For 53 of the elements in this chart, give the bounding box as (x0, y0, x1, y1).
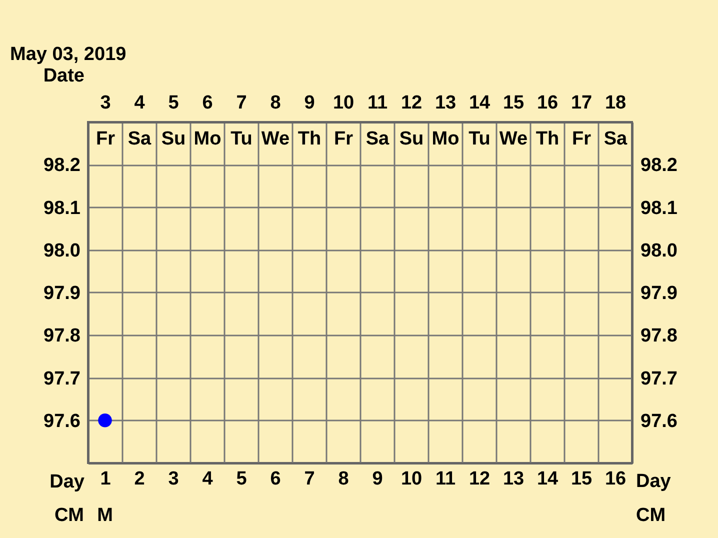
x-tick-label: 1 (100, 468, 112, 490)
y2-tick-label: 98.1 (640, 198, 678, 219)
x-tick-label: 5 (236, 468, 248, 490)
x-tick-label: 3 (168, 468, 179, 490)
x-tick-label: 15 (570, 468, 592, 490)
x2-tick-label: 4 Sa (128, 92, 152, 150)
x-tick-label: 13 (502, 468, 524, 490)
x-tick-label: 16 (604, 468, 626, 490)
y-tick-label: 98.2 (44, 155, 80, 176)
y-tick-label: 98.1 (44, 198, 81, 219)
text: CM (636, 505, 666, 526)
y2-tick-label: 98.0 (640, 240, 678, 262)
y-tick-label: 97.7 (44, 368, 80, 390)
y-tick-label: 98.0 (44, 240, 80, 262)
x-axis-title: Day (636, 471, 672, 492)
y2-tick-label: 98.2 (640, 155, 678, 176)
y-tick-label: 97.8 (44, 326, 80, 347)
x-tick-label: 11 (435, 468, 456, 490)
y-tick-label: 97.9 (44, 283, 80, 304)
x2-tick-label: 15 We (499, 92, 528, 150)
x2-tick-label: 13 Mo (432, 92, 460, 150)
x2-tick-label: 12 Su (399, 92, 424, 150)
text: M (97, 505, 113, 526)
x-tick-label: 7 (304, 468, 315, 490)
x-tick-label: 6 (270, 468, 281, 490)
x2-tick-label: 18 Sa (604, 92, 628, 150)
y2-tick-label: 97.9 (640, 283, 678, 304)
x2-tick-label: 16 Th (536, 92, 560, 150)
x2-tick-label: 8 We (261, 92, 290, 150)
x-tick-label: 12 (468, 468, 490, 490)
x2-tick-label: 9 Th (298, 92, 322, 150)
x-tick-label: 14 (536, 468, 558, 490)
y2-tick-label: 97.6 (640, 410, 678, 432)
y-tick-label: 97.6 (44, 410, 80, 432)
x-tick-label: 8 (338, 468, 349, 490)
x2-tick-label: 6 Mo (194, 92, 222, 150)
x-tick-label: 4 (202, 468, 214, 490)
chart-title: May 03, 2019 (10, 44, 126, 65)
x2-axis-title: Date (43, 66, 84, 86)
x-tick-label: 9 (372, 468, 383, 490)
y2-tick-label: 97.7 (640, 368, 678, 390)
x-tick-label: 2 (134, 468, 145, 490)
x2-tick-label: 17 Fr (570, 92, 592, 150)
x2-tick-label: 10 Fr (332, 92, 354, 150)
x-tick-label: 10 (400, 468, 422, 490)
x2-tick-label: 11 Sa (366, 92, 390, 150)
x2-tick-label: 14 Tu (468, 92, 490, 150)
text: CM (54, 505, 84, 526)
y2-tick-label: 97.8 (640, 326, 678, 347)
x2-tick-label: 7 Tu (230, 92, 252, 150)
text: Day (50, 472, 84, 492)
x2-tick-label: 5 Su (161, 92, 186, 150)
x2-tick-label: 3 Fr (96, 92, 116, 150)
